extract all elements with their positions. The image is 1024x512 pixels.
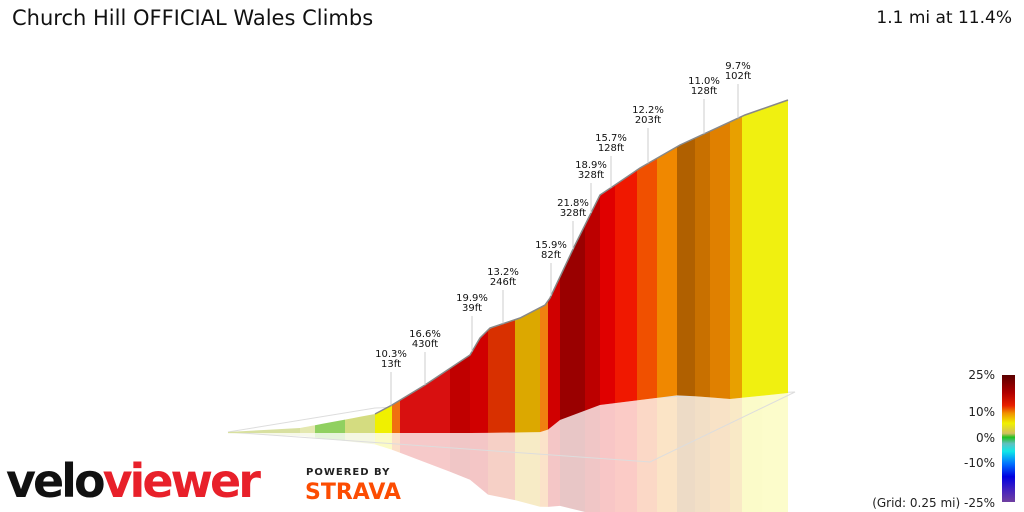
profile-segment (488, 319, 515, 433)
profile-segment (392, 400, 400, 433)
annotation-grade: 9.7% (725, 61, 750, 72)
annotation-length: 128ft (598, 143, 624, 154)
profile-segment (585, 195, 600, 411)
segment-reflection (392, 433, 400, 453)
profile-segment (730, 116, 742, 399)
segment-reflection (695, 396, 710, 512)
profile-segment (615, 170, 637, 404)
profile-segment (560, 225, 585, 420)
grade-annotation: 11.0%128ft (688, 76, 720, 134)
climb-title: Church Hill OFFICIAL Wales Climbs (12, 6, 374, 30)
grid-note: (Grid: 0.25 mi) (872, 496, 961, 510)
profile-segment (470, 330, 488, 433)
grade-annotation: 13.2%246ft (487, 267, 519, 324)
annotation-length: 328ft (560, 208, 586, 219)
annotation-grade: 15.9% (535, 240, 567, 251)
segment-reflection (540, 429, 548, 507)
annotation-length: 203ft (635, 115, 661, 126)
grade-annotation: 10.3%13ft (375, 349, 407, 406)
segment-reflection (548, 420, 560, 507)
annotation-grade: 15.7% (595, 133, 627, 144)
segment-reflection (315, 433, 345, 442)
segment-reflection (300, 433, 315, 438)
profile-segment (300, 425, 315, 433)
legend-tick: 0% (975, 431, 995, 445)
climb-summary: 1.1 mi at 11.4% (876, 8, 1012, 28)
segment-reflection (375, 433, 392, 450)
grade-annotation: 15.9%82ft (535, 240, 567, 296)
legend-tick: 25% (968, 368, 995, 382)
annotation-grade: 13.2% (487, 267, 519, 278)
annotation-length: 128ft (691, 86, 717, 97)
segment-reflection (515, 432, 540, 507)
annotation-length: 246ft (490, 277, 516, 288)
legend-tick-min: -25% (963, 496, 995, 510)
grade-annotation: 21.8%328ft (557, 198, 589, 250)
segment-reflection (488, 432, 515, 501)
grade-annotation: 12.2%203ft (632, 105, 664, 164)
legend-tick: 10% (968, 405, 995, 419)
base-grid (227, 391, 796, 463)
segment-reflection (585, 405, 600, 512)
profile-segment (400, 368, 450, 433)
annotation-length: 102ft (725, 71, 751, 82)
legend-tick: (Grid: 0.25 mi) -25% (872, 496, 995, 510)
annotation-length: 39ft (462, 303, 482, 314)
annotation-grade: 11.0% (688, 76, 720, 87)
profile-ridge-line (374, 99, 789, 415)
annotation-grade: 12.2% (632, 105, 664, 116)
profile-reflection (228, 393, 788, 512)
segment-reflection (560, 410, 585, 512)
annotation-grade: 10.3% (375, 349, 407, 360)
profile-segment (695, 131, 710, 398)
annotation-grade: 16.6% (409, 329, 441, 340)
profile-segment (450, 355, 470, 433)
segment-reflection (615, 400, 637, 512)
segment-reflection (600, 403, 615, 512)
strava-logo[interactable]: STRAVA (305, 480, 401, 505)
profile-segment (637, 158, 657, 401)
annotation-length: 430ft (412, 339, 438, 350)
powered-by-label: POWERED BY (306, 467, 391, 478)
profile-segment (657, 146, 677, 398)
profile-segment (742, 100, 788, 398)
annotation-grade: 19.9% (456, 293, 488, 304)
grade-annotations: 10.3%13ft16.6%430ft19.9%39ft13.2%246ft15… (375, 61, 751, 406)
profile-segments (228, 100, 788, 433)
grade-annotation: 18.9%328ft (575, 160, 607, 213)
profile-segment (710, 121, 730, 399)
gradient-legend-bar (1002, 375, 1015, 502)
segment-reflection (710, 397, 730, 512)
grade-annotation: 16.6%430ft (409, 329, 441, 385)
segment-reflection (677, 395, 695, 512)
segment-reflection (400, 433, 450, 472)
segment-reflection (637, 397, 657, 512)
profile-segment (548, 276, 560, 430)
profile-segment (600, 185, 615, 405)
segment-reflection (730, 397, 742, 512)
profile-segment (515, 307, 540, 433)
profile-segment (228, 428, 300, 433)
profile-segment (345, 414, 375, 433)
annotation-length: 13ft (381, 359, 401, 370)
segment-reflection (345, 433, 375, 445)
grade-annotation: 19.9%39ft (456, 293, 488, 352)
segment-reflection (450, 433, 470, 480)
annotation-length: 82ft (541, 250, 561, 261)
grade-annotation: 15.7%128ft (595, 133, 627, 188)
annotation-length: 328ft (578, 170, 604, 181)
annotation-grade: 21.8% (557, 198, 589, 209)
profile-segment (315, 419, 345, 433)
annotation-grade: 18.9% (575, 160, 607, 171)
segment-reflection (470, 432, 488, 495)
segment-reflection (742, 393, 788, 512)
veloviewer-logo[interactable]: veloviewer (6, 454, 261, 508)
profile-segment (677, 138, 695, 397)
legend-tick: -10% (963, 456, 995, 470)
profile-segment (540, 300, 548, 433)
grade-annotation: 9.7%102ft (725, 61, 751, 119)
